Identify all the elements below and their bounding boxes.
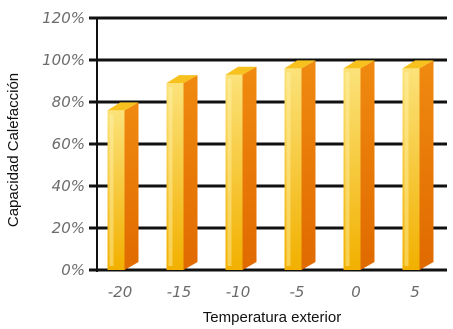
x-axis-tick-labels: -20 -15 -10 -5 0 5 xyxy=(108,283,420,301)
y-axis-tick-labels: 0% 20% 40% 60% 80% 100% 120% xyxy=(42,9,85,279)
bar-top xyxy=(343,60,375,69)
y-tick-label: 100% xyxy=(42,51,85,69)
x-tick-label: -10 xyxy=(226,283,251,301)
bar xyxy=(402,60,434,271)
bar-highlight xyxy=(227,78,232,266)
bar-top xyxy=(402,60,434,69)
bar-side xyxy=(360,60,375,271)
bar-front xyxy=(343,68,361,271)
bar-front xyxy=(402,68,420,271)
bar-front xyxy=(107,110,125,271)
x-tick-label: -20 xyxy=(108,283,133,301)
bar xyxy=(284,60,316,271)
y-tick-label: 120% xyxy=(42,9,85,27)
bar-highlight xyxy=(404,72,409,267)
x-tick-label: 0 xyxy=(351,283,361,301)
bar-top xyxy=(166,75,198,84)
bar xyxy=(107,102,139,271)
bar-top xyxy=(284,60,316,69)
bar-highlight xyxy=(345,72,350,267)
bar-front xyxy=(166,83,184,270)
y-tick-label: 0% xyxy=(61,261,85,279)
bar-highlight xyxy=(109,114,114,267)
bar-side xyxy=(301,60,316,271)
gridlines xyxy=(89,16,447,272)
x-tick-label: -5 xyxy=(290,283,305,301)
bar xyxy=(225,66,257,270)
y-tick-label: 20% xyxy=(52,219,85,237)
x-tick-label: 5 xyxy=(410,283,420,301)
bar-highlight xyxy=(286,72,291,267)
bar-side xyxy=(124,102,139,271)
bar-top xyxy=(107,102,139,111)
x-axis-title: Temperatura exterior xyxy=(203,309,341,326)
y-tick-label: 80% xyxy=(52,93,85,111)
bar xyxy=(343,60,375,271)
y-axis-title: Capacidad Calefacción xyxy=(5,73,22,227)
bar-side xyxy=(183,75,198,270)
y-tick-label: 40% xyxy=(52,177,85,195)
bar-top xyxy=(225,66,257,75)
bar-side xyxy=(242,66,257,270)
bar-side xyxy=(419,60,434,271)
y-tick-label: 60% xyxy=(52,135,85,153)
bar-front xyxy=(284,68,302,271)
bars xyxy=(107,60,434,271)
bar xyxy=(166,75,198,270)
x-tick-label: -15 xyxy=(167,283,192,301)
bar-front xyxy=(225,74,243,270)
bar-highlight xyxy=(168,87,173,266)
